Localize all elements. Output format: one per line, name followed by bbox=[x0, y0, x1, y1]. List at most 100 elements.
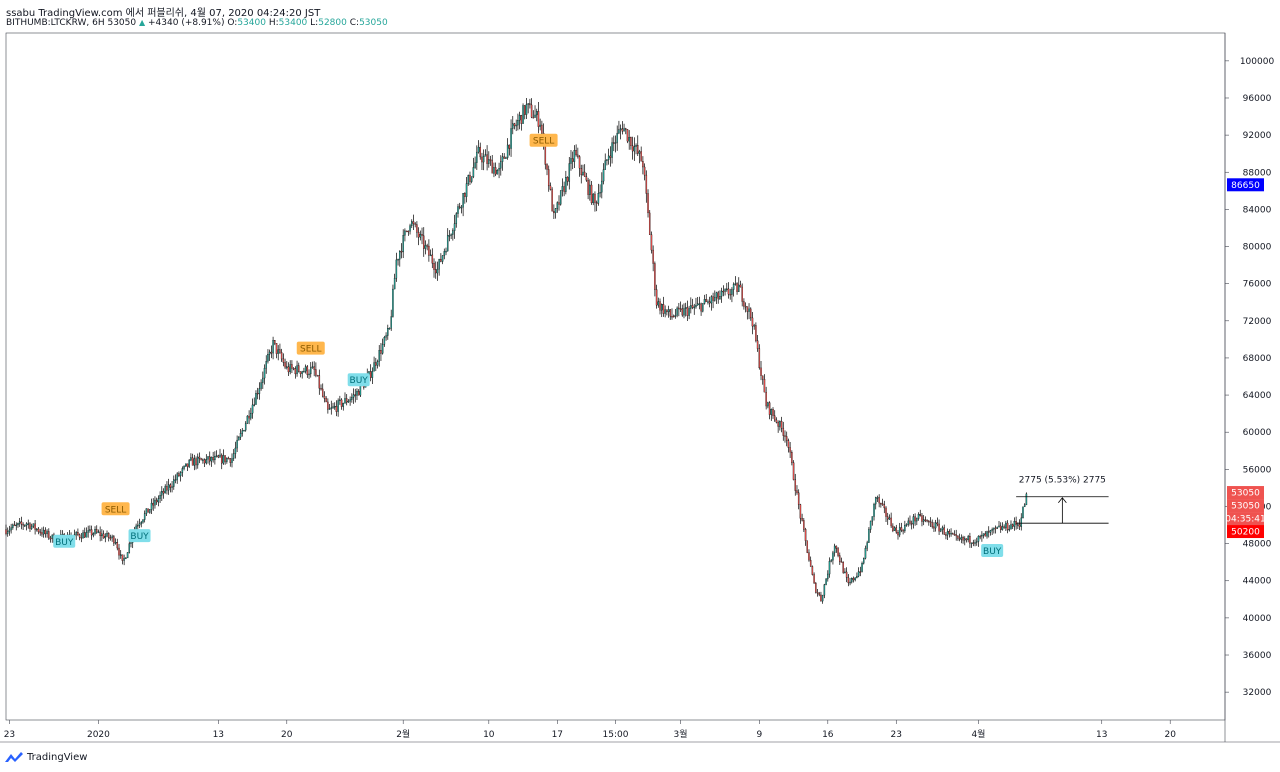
candle-body bbox=[690, 305, 692, 309]
candle-body bbox=[215, 455, 218, 457]
candle-body bbox=[208, 456, 211, 462]
candle-body bbox=[125, 557, 127, 560]
candle-body bbox=[1013, 521, 1016, 527]
candle-body bbox=[900, 527, 903, 531]
candle-body bbox=[527, 103, 529, 105]
tradingview-logo[interactable]: TradingView bbox=[4, 751, 87, 763]
buy-signal-label: BUY bbox=[55, 538, 74, 548]
candle-body bbox=[727, 288, 730, 295]
candle-body bbox=[773, 415, 776, 421]
candle-body bbox=[772, 409, 774, 416]
candle-body bbox=[546, 164, 548, 170]
candle-body bbox=[582, 171, 584, 176]
candle-body bbox=[109, 537, 112, 540]
candle-body bbox=[693, 306, 696, 309]
candle-body bbox=[381, 344, 384, 354]
candle-body bbox=[797, 492, 800, 505]
candle-body bbox=[354, 394, 357, 396]
candle-body bbox=[210, 457, 213, 462]
candle-body bbox=[488, 159, 490, 164]
candle-body bbox=[1001, 526, 1004, 530]
price-chart[interactable]: 3200036000400004400048000520005600060000… bbox=[0, 0, 1280, 750]
candle-body bbox=[279, 349, 281, 353]
price-tag-label: 86650 bbox=[1231, 181, 1260, 191]
candle-body bbox=[234, 447, 237, 454]
candle-body bbox=[982, 533, 985, 536]
candle-body bbox=[637, 145, 639, 154]
candle-body bbox=[352, 394, 355, 398]
candle-body bbox=[27, 523, 30, 525]
candle-body bbox=[621, 128, 624, 132]
candle-body bbox=[90, 529, 93, 536]
candle-body bbox=[590, 184, 593, 204]
candle-body bbox=[672, 316, 675, 318]
candle-body bbox=[965, 538, 968, 541]
candle-body bbox=[635, 145, 637, 147]
candle-body bbox=[746, 306, 749, 312]
candle-body bbox=[236, 439, 238, 449]
candle-body bbox=[337, 400, 339, 412]
candle-body bbox=[226, 457, 228, 462]
candle-body bbox=[686, 307, 689, 316]
candle-body bbox=[650, 234, 653, 251]
candle-body bbox=[484, 154, 487, 157]
candle-body bbox=[270, 351, 273, 354]
candle-body bbox=[287, 366, 290, 373]
candle-body bbox=[907, 520, 910, 525]
candle-body bbox=[905, 524, 908, 526]
candle-body bbox=[1017, 524, 1019, 526]
candle-body bbox=[197, 456, 199, 466]
candle-body bbox=[22, 524, 24, 526]
candle-body bbox=[833, 545, 836, 554]
candle-body bbox=[219, 454, 221, 458]
candle-body bbox=[434, 269, 437, 274]
candle-body bbox=[231, 458, 233, 463]
candle-body bbox=[849, 581, 851, 584]
candle-body bbox=[46, 531, 48, 535]
candle-body bbox=[104, 536, 107, 539]
candle-body bbox=[291, 364, 293, 369]
candle-body bbox=[789, 447, 791, 453]
candle-body bbox=[707, 301, 709, 303]
candle-body bbox=[493, 167, 495, 174]
candle-body bbox=[243, 430, 245, 432]
candle-body bbox=[118, 547, 120, 556]
candle-body bbox=[835, 545, 838, 549]
candle-body bbox=[638, 151, 641, 154]
candle-body bbox=[720, 290, 723, 297]
candle-body bbox=[294, 368, 297, 375]
candle-body bbox=[1020, 517, 1023, 527]
candle-body bbox=[950, 533, 952, 535]
candle-body bbox=[392, 288, 394, 317]
candle-body bbox=[515, 124, 517, 127]
candle-body bbox=[272, 340, 274, 354]
candle-body bbox=[400, 251, 403, 253]
candle-body bbox=[428, 245, 430, 256]
candle-body bbox=[914, 516, 916, 522]
candle-body bbox=[910, 523, 913, 525]
candle-body bbox=[227, 457, 230, 460]
candle-body bbox=[193, 458, 196, 466]
candle-body bbox=[222, 455, 225, 464]
candle-body bbox=[595, 202, 598, 204]
buy-signal-box bbox=[347, 373, 370, 387]
candle-body bbox=[95, 529, 98, 533]
candle-body bbox=[659, 301, 661, 311]
candle-body bbox=[402, 235, 404, 253]
candle-body bbox=[534, 114, 536, 118]
candle-body bbox=[87, 530, 89, 533]
candle-body bbox=[794, 479, 797, 491]
candle-body bbox=[525, 104, 528, 115]
candle-body bbox=[162, 491, 165, 494]
candle-body bbox=[265, 361, 267, 369]
candle-body bbox=[787, 440, 790, 448]
candle-body bbox=[217, 455, 220, 458]
candle-body bbox=[753, 325, 755, 327]
y-tick-label: 72000 bbox=[1243, 317, 1272, 327]
candle-body bbox=[106, 533, 108, 537]
candle-body bbox=[32, 523, 35, 527]
sell-signal-label: SELL bbox=[533, 137, 554, 147]
candle-body bbox=[171, 486, 173, 488]
candle-body bbox=[741, 286, 743, 302]
candle-body bbox=[554, 208, 557, 214]
